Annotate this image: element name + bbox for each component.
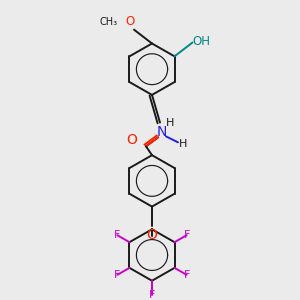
Text: F: F [184, 270, 190, 280]
Text: O: O [127, 134, 137, 147]
Text: F: F [149, 290, 155, 300]
Text: F: F [184, 230, 190, 240]
Text: N: N [157, 125, 167, 140]
Text: O: O [125, 15, 135, 28]
Text: O: O [147, 228, 158, 242]
Text: H: H [179, 139, 187, 149]
Text: H: H [166, 118, 174, 128]
Text: CH₃: CH₃ [100, 17, 118, 27]
Text: F: F [114, 270, 121, 280]
Text: OH: OH [193, 35, 211, 48]
Text: F: F [114, 230, 121, 240]
